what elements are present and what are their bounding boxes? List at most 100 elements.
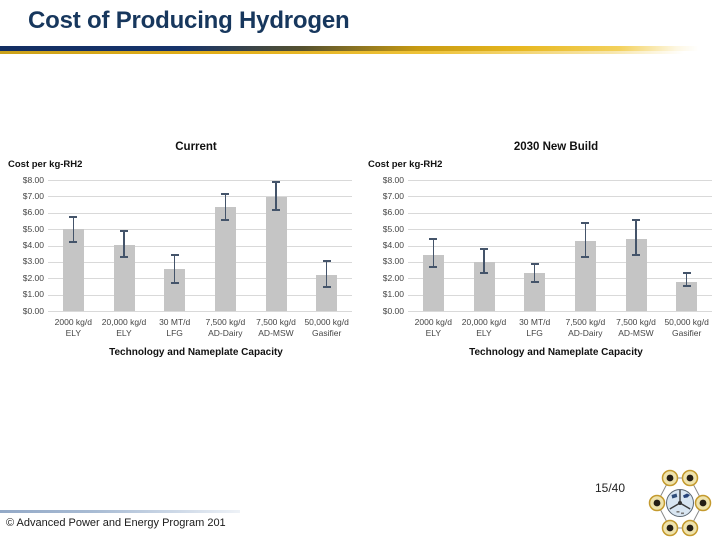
- gridline: [408, 278, 712, 280]
- gridline: [48, 261, 352, 263]
- x-tick-line: AD-Dairy: [208, 327, 243, 338]
- plot-area: [48, 180, 352, 312]
- error-bar: [72, 216, 75, 243]
- bar: [473, 261, 495, 311]
- footer-divider-line: [0, 510, 240, 513]
- x-tick-line: Gasifier: [672, 327, 702, 338]
- y-tick-label: $8.00: [382, 174, 404, 185]
- error-bar: [173, 255, 176, 284]
- x-tick-line: 30 MT/d: [519, 317, 551, 327]
- x-tick-label: 30 MT/d LFG: [505, 317, 564, 338]
- gridline: [48, 311, 352, 312]
- gridline: [48, 180, 352, 181]
- x-tick-line: 2000 kg/d: [54, 317, 92, 327]
- error-bar: [685, 273, 688, 287]
- error-bar-cap-top: [632, 219, 640, 222]
- bar: [62, 229, 84, 311]
- bar: [574, 240, 596, 311]
- gridline: [48, 229, 352, 231]
- gridline: [408, 180, 712, 181]
- x-tick-line: 50,000 kg/d: [304, 317, 349, 327]
- error-bar-cap-bottom: [322, 286, 331, 289]
- x-tick-label: 30 MT/d LFG: [145, 317, 204, 338]
- gridline: [408, 311, 712, 312]
- error-bar-cap-bottom: [581, 255, 590, 258]
- y-axis-label: Cost per kg-RH2: [368, 159, 443, 170]
- error-bar-cap-bottom: [170, 282, 179, 285]
- x-tick-label: 50,000 kg/d Gasifier: [297, 317, 356, 338]
- error-bar-cap-bottom: [480, 271, 488, 274]
- error-bar-cap-top: [170, 254, 179, 257]
- error-bar-cap-top: [221, 192, 230, 195]
- x-tick-line: Gasifier: [312, 327, 342, 338]
- y-tick-label: $3.00: [22, 256, 44, 267]
- x-tick-label: 50,000 kg/d Gasifier: [657, 317, 716, 338]
- x-tick-line: 7,500 kg/d: [256, 317, 296, 327]
- x-tick-line: 50,000 kg/d: [664, 317, 709, 327]
- bar: [625, 238, 647, 311]
- gridline: [48, 245, 352, 247]
- x-tick-line: 30 MT/d: [159, 317, 191, 327]
- error-bar-cap-top: [530, 262, 539, 265]
- x-tick-line: LFG: [526, 327, 543, 338]
- bar: [316, 274, 338, 311]
- bar: [113, 244, 135, 311]
- error-bar-cap-top: [682, 272, 691, 275]
- y-tick-label: $5.00: [382, 223, 404, 234]
- y-tick-label: $6.00: [382, 207, 404, 218]
- plot-area: [408, 180, 712, 312]
- y-tick-label: $0.00: [22, 305, 44, 316]
- error-bar-cap-top: [120, 229, 128, 232]
- gridline: [408, 261, 712, 263]
- y-tick-label: $4.00: [382, 240, 404, 250]
- y-tick-label: $1.00: [382, 289, 404, 300]
- error-bar-cap-bottom: [69, 241, 78, 244]
- y-tick-label: $2.00: [22, 272, 44, 283]
- error-bar-cap-top: [480, 247, 488, 250]
- x-tick-line: ELY: [116, 327, 132, 338]
- x-tick-line: 7,500 kg/d: [565, 317, 606, 327]
- gridline: [48, 212, 352, 214]
- bar: [164, 269, 186, 311]
- y-tick-label: $8.00: [22, 174, 44, 185]
- x-tick-label: 7,500 kg/d AD-Dairy: [556, 317, 615, 338]
- bar: [265, 197, 287, 311]
- error-bar-cap-bottom: [221, 219, 230, 222]
- error-bar: [432, 238, 435, 267]
- error-bar-cap-top: [429, 237, 438, 240]
- error-bar-cap-top: [272, 180, 280, 183]
- gridline: [408, 212, 712, 214]
- error-bar: [483, 248, 485, 273]
- x-tick-line: 2000 kg/d: [414, 317, 452, 327]
- gridline: [408, 294, 712, 296]
- bar: [676, 281, 698, 311]
- error-bar: [533, 263, 536, 282]
- bar: [214, 207, 236, 311]
- error-bar-cap-top: [69, 215, 78, 218]
- y-tick-label: $6.00: [22, 207, 44, 218]
- error-bar-cap-top: [322, 260, 331, 263]
- x-tick-line: 20,000 kg/d: [101, 317, 147, 327]
- divider-navy-gold-stripe: [0, 46, 720, 51]
- apep-hexagon-logo-icon: [648, 469, 712, 537]
- x-tick-label: 7,500 kg/d AD-Dairy: [196, 317, 255, 338]
- slide-title: Cost of Producing Hydrogen: [28, 7, 350, 34]
- x-tick-line: ELY: [425, 327, 442, 338]
- x-tick-label: 2000 kg/d ELY: [404, 317, 463, 338]
- error-bar-cap-bottom: [120, 255, 128, 258]
- error-bar-cap-bottom: [429, 265, 438, 268]
- gridline: [408, 196, 712, 198]
- gridline: [48, 196, 352, 198]
- y-tick-label: $7.00: [382, 190, 404, 201]
- error-bar-cap-bottom: [530, 280, 539, 283]
- bar: [422, 254, 444, 311]
- divider-gold-stripe: [0, 51, 720, 54]
- y-tick-label: $0.00: [382, 305, 404, 316]
- error-bar: [275, 181, 277, 211]
- y-tick-label: $7.00: [22, 190, 44, 201]
- x-tick-line: AD-MSW: [258, 327, 294, 338]
- x-tick-line: ELY: [476, 327, 492, 338]
- x-tick-label: 7,500 kg/d AD-MSW: [607, 317, 666, 338]
- title-divider: [0, 46, 720, 54]
